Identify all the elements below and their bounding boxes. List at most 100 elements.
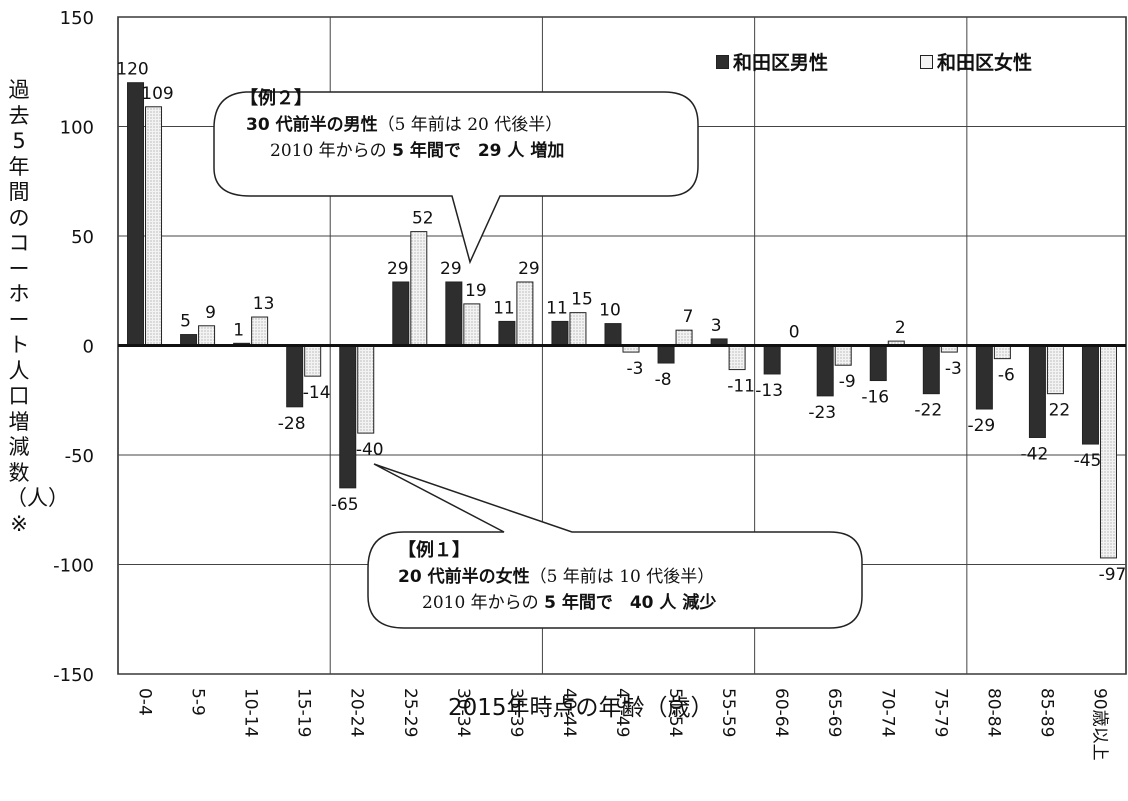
- data-label-male: 120: [116, 60, 148, 80]
- bar-female-15-19: [304, 345, 322, 377]
- bar-male-35-39: [498, 320, 516, 347]
- y-tick-label: -150: [53, 665, 94, 686]
- bar-female-25-29: [410, 231, 428, 346]
- x-tick-label: 15-19: [294, 688, 314, 737]
- data-label-female: 29: [518, 259, 540, 279]
- x-tick-label: 45-49: [612, 688, 632, 737]
- x-tick-label: 80-84: [983, 688, 1003, 737]
- data-label-female: 109: [141, 84, 173, 104]
- legend-swatch-female: [920, 54, 933, 69]
- bar-male-0-4: [127, 82, 145, 346]
- legend-label-male: 和田区男性: [733, 52, 829, 74]
- x-tick-label: 75-79: [930, 688, 950, 737]
- bar-female-50-54: [675, 329, 693, 347]
- y-tick-label: -100: [53, 556, 94, 577]
- y-axis-label: 過去5年間のコーホート人口増減数（人）※: [6, 78, 69, 536]
- bar-male-60-64: [763, 345, 781, 375]
- data-label-male: 10: [599, 301, 621, 321]
- bar-male-20-24: [339, 345, 357, 489]
- x-tick-label: 65-69: [824, 688, 844, 737]
- callout-example-1-title: 【例１】: [398, 540, 470, 561]
- callout-example-1-note: （5 年前は 10 代後半）: [529, 567, 715, 587]
- bar-female-90歳以上: [1099, 345, 1117, 559]
- x-tick-label: 50-54: [665, 688, 685, 737]
- bar-female-65-69: [834, 345, 852, 366]
- callout-example-2-period: 2010 年からの: [270, 141, 387, 161]
- callout-pointers: [213, 91, 863, 629]
- x-tick-label: 30-34: [453, 688, 473, 737]
- bars: [127, 82, 1117, 559]
- x-tick-label: 40-44: [559, 688, 579, 737]
- data-label-male: -13: [755, 381, 783, 401]
- data-label-female: -97: [1099, 565, 1127, 585]
- bar-male-5-9: [180, 334, 198, 346]
- bar-male-90歳以上: [1081, 345, 1099, 445]
- data-label-female: 0: [789, 323, 800, 343]
- bar-male-70-74: [869, 345, 887, 382]
- data-label-male: -8: [655, 370, 672, 390]
- bar-female-80-84: [993, 345, 1011, 360]
- data-label-female: 15: [571, 290, 593, 310]
- x-tick-label: 0-4: [135, 688, 155, 716]
- callout-example-2: 【例２】 30 代前半の男性（5 年前は 20 代後半） 2010 年からの 5…: [240, 86, 564, 164]
- x-tick-label: 35-39: [506, 688, 526, 737]
- data-label-male: -28: [278, 414, 306, 434]
- legend-item-female: 和田区女性: [920, 48, 1032, 75]
- callout-example-1-result: 5 年間で 40 人 減少: [544, 593, 717, 613]
- x-tick-label: 90歳以上: [1089, 688, 1109, 761]
- bar-female-55-59: [728, 345, 746, 371]
- bar-female-30-34: [463, 303, 481, 347]
- y-tick-label: 100: [60, 118, 94, 139]
- bar-female-40-44: [569, 312, 587, 346]
- legend-swatch-male: [716, 54, 729, 69]
- y-tick-label: 50: [71, 227, 94, 248]
- data-label-female: 19: [465, 281, 487, 301]
- data-label-male: -29: [967, 416, 995, 436]
- data-label-male: -42: [1021, 444, 1049, 464]
- x-tick-label: 60-64: [771, 688, 791, 737]
- bar-male-65-69: [816, 345, 834, 397]
- data-label-female: -14: [303, 383, 331, 403]
- data-label-male: -16: [861, 388, 889, 408]
- x-tick-label: 10-14: [241, 688, 261, 737]
- callout-example-1-subject: 20 代前半の女性: [398, 567, 530, 587]
- data-label-female: 2: [895, 318, 906, 338]
- bar-male-75-79: [922, 345, 940, 395]
- data-label-male: -22: [914, 401, 942, 421]
- legend-item-male: 和田区男性: [716, 48, 828, 75]
- x-tick-label: 55-59: [718, 688, 738, 737]
- bar-male-45-49: [604, 323, 622, 347]
- x-tick-label: 5-9: [188, 688, 208, 716]
- bar-male-30-34: [445, 281, 463, 346]
- data-label-male: -65: [331, 495, 359, 515]
- bar-male-80-84: [975, 345, 993, 410]
- y-tick-label: 0: [83, 337, 94, 358]
- legend-label-female: 和田区女性: [937, 52, 1033, 74]
- bar-female-5-9: [198, 325, 216, 347]
- bar-male-50-54: [657, 345, 675, 364]
- data-label-male: 29: [440, 259, 462, 279]
- data-label-female: -40: [356, 440, 384, 460]
- bar-male-25-29: [392, 281, 410, 346]
- callout-example-1-period: 2010 年からの: [422, 593, 539, 613]
- callout-example-2-subject: 30 代前半の男性: [246, 115, 378, 135]
- x-axis-label: 2015年時点の年齢（歳）: [448, 695, 714, 721]
- data-label-male: 5: [180, 312, 191, 332]
- bar-male-15-19: [286, 345, 304, 408]
- bar-female-0-4: [145, 106, 163, 347]
- data-label-male: -23: [808, 403, 836, 423]
- callout-example-2-note: （5 年前は 20 代後半）: [377, 115, 563, 135]
- bar-male-40-44: [551, 320, 569, 347]
- bar-female-35-39: [516, 281, 534, 346]
- callout-example-2-result: 5 年間で 29 人 増加: [392, 141, 565, 161]
- data-label-male: 1: [233, 320, 244, 340]
- x-tick-label: 85-89: [1036, 688, 1056, 737]
- bar-male-85-89: [1028, 345, 1046, 438]
- y-tick-label: 150: [60, 8, 94, 29]
- data-label-male: 3: [711, 316, 722, 336]
- data-label-female: 22: [1049, 401, 1071, 421]
- y-tick-label: -50: [65, 446, 94, 467]
- data-label-female: 7: [683, 307, 694, 327]
